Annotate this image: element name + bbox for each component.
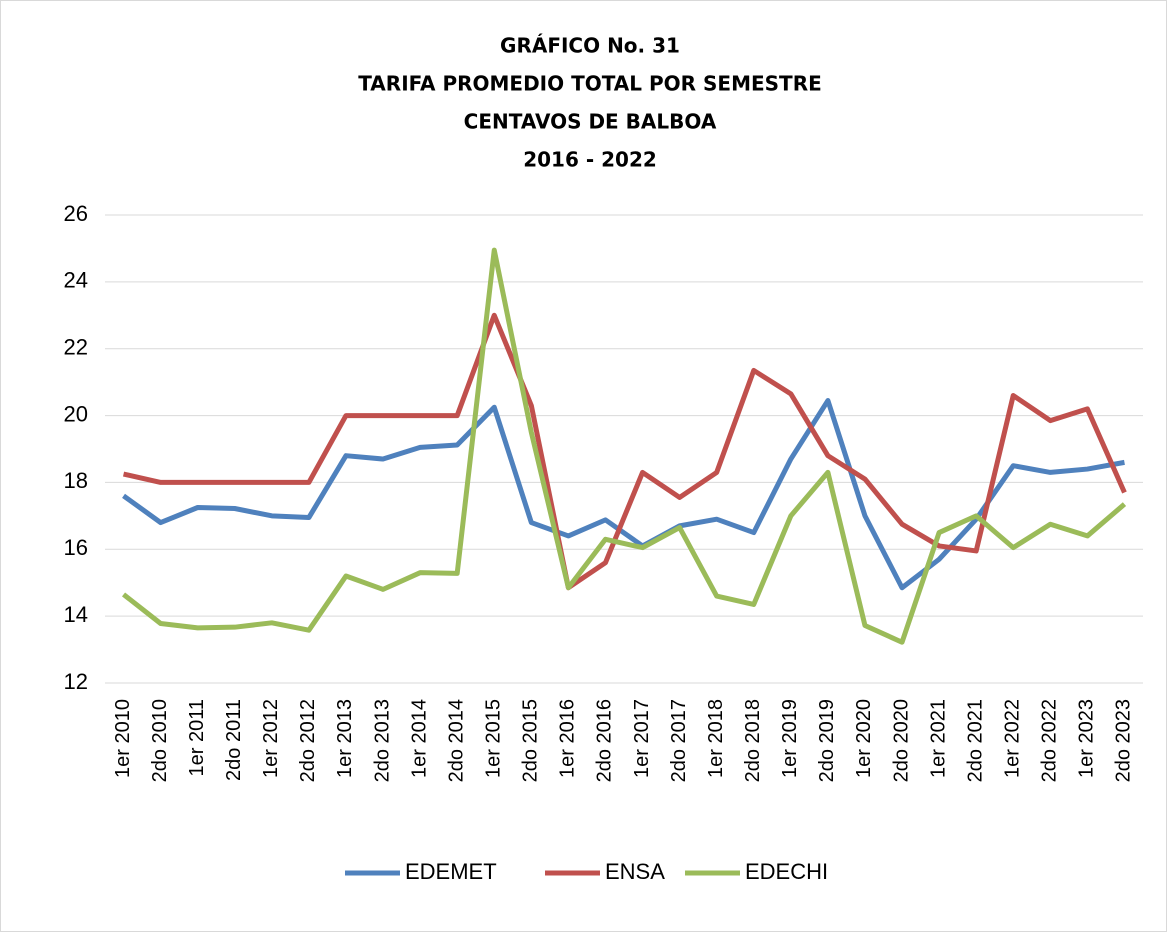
x-tick-label: 1er 2012 (260, 699, 282, 778)
x-tick-label: 1er 2019 (779, 699, 801, 778)
x-tick-label: 1er 2023 (1076, 699, 1098, 778)
y-tick-label: 14 (64, 602, 88, 627)
chart-title: CENTAVOS DE BALBOA (464, 110, 717, 134)
x-tick-label: 2do 2019 (816, 699, 838, 782)
x-tick-label: 1er 2010 (112, 699, 134, 778)
x-tick-label: 2do 2013 (371, 699, 393, 782)
x-tick-label: 2do 2014 (445, 699, 467, 782)
y-tick-label: 18 (64, 468, 88, 493)
x-tick-label: 1er 2017 (631, 699, 653, 778)
x-tick-label: 2do 2015 (520, 699, 542, 782)
x-tick-label: 1er 2018 (705, 699, 727, 778)
y-tick-label: 20 (64, 401, 88, 426)
x-tick-label: 1er 2015 (483, 699, 505, 778)
legend-label: EDEMET (405, 859, 497, 884)
x-tick-label: 2do 2018 (742, 699, 764, 782)
x-tick-label: 1er 2011 (186, 699, 208, 776)
x-tick-label: 2do 2011 (223, 699, 245, 781)
x-tick-label: 1er 2013 (334, 699, 356, 778)
x-tick-label: 2do 2012 (297, 699, 319, 782)
x-tick-label: 2do 2010 (149, 699, 171, 782)
y-tick-label: 22 (64, 335, 88, 360)
y-tick-label: 12 (64, 669, 88, 694)
chart-title: 2016 - 2022 (523, 148, 657, 172)
x-tick-label: 1er 2022 (1002, 699, 1024, 778)
x-tick-label: 2do 2016 (594, 699, 616, 782)
legend-label: ENSA (605, 859, 665, 884)
legend-label: EDECHI (745, 859, 828, 884)
x-tick-label: 2do 2023 (1113, 699, 1135, 782)
x-tick-label: 2do 2021 (964, 699, 986, 782)
y-tick-label: 24 (64, 268, 88, 293)
x-tick-label: 1er 2016 (557, 699, 579, 778)
y-tick-label: 26 (64, 201, 88, 226)
x-tick-label: 2do 2020 (890, 699, 912, 782)
x-tick-label: 2do 2022 (1039, 699, 1061, 782)
y-tick-label: 16 (64, 535, 88, 560)
series-line (122, 398, 1125, 591)
x-tick-label: 1er 2014 (408, 699, 430, 778)
x-tick-label: 2do 2017 (668, 699, 690, 782)
chart-title: GRÁFICO No. 31 (500, 34, 680, 58)
series-line (122, 312, 1127, 591)
chart-title: TARIFA PROMEDIO TOTAL POR SEMESTRE (358, 72, 822, 96)
series-line (121, 247, 1127, 645)
x-tick-label: 1er 2020 (853, 699, 875, 778)
x-tick-label: 1er 2021 (927, 699, 949, 778)
